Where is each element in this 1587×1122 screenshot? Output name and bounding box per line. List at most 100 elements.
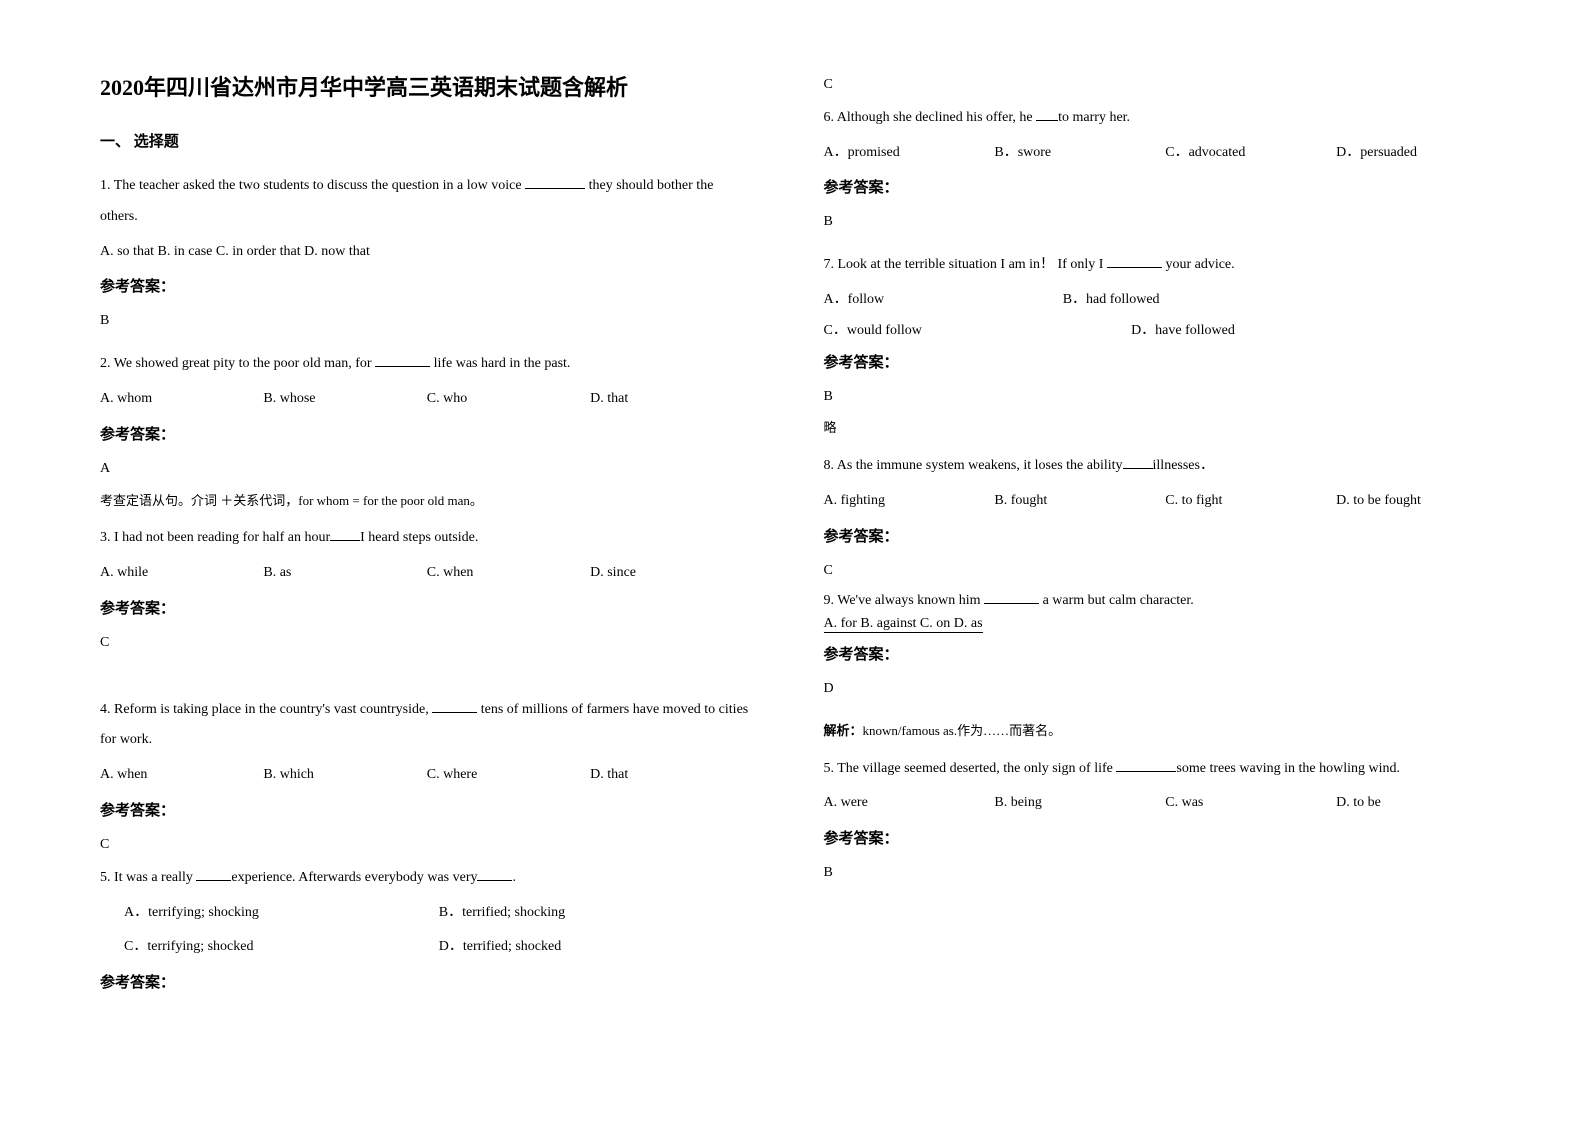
q3-blank <box>330 528 360 542</box>
q5-text-b: experience. Afterwards everybody was ver… <box>231 870 477 885</box>
q3-opt-a: A. while <box>100 558 263 589</box>
q10-opt-c: C. was <box>1165 788 1336 819</box>
q6-opt-a: A．promised <box>824 138 995 169</box>
q10-text-a: 5. The village seemed deserted, the only… <box>824 761 1117 776</box>
q4-answer: C <box>100 830 754 861</box>
q4-opt-c: C. where <box>427 760 590 791</box>
q5-text-c: . <box>512 870 516 885</box>
q8-opt-a: A. fighting <box>824 486 995 517</box>
q7-options-row1: A．follow B．had followed <box>824 285 1508 316</box>
q8-opt-b: B. fought <box>994 486 1165 517</box>
q4-answer-label: 参考答案： <box>100 795 754 828</box>
q9-note-label: 解析： <box>824 723 863 738</box>
q5-blank1 <box>196 867 231 881</box>
q7-blank <box>1107 255 1162 269</box>
q9-options: A. for B. against C. on D. as <box>824 616 983 633</box>
q8-blank <box>1123 455 1153 469</box>
q5-text: 5. It was a really experience. Afterward… <box>100 863 754 894</box>
q5-opt-c: C．terrifying; shocked <box>124 932 439 963</box>
q7-options-row2: C．would follow D．have followed <box>824 316 1508 347</box>
q10-answer: B <box>824 858 1508 889</box>
q8-text: 8. As the immune system weakens, it lose… <box>824 451 1508 482</box>
q2-answer: A <box>100 454 754 485</box>
q4-opt-a: A. when <box>100 760 263 791</box>
q6-opt-b: B．swore <box>994 138 1165 169</box>
q9-note: known/famous as.作为……而著名。 <box>863 723 1062 738</box>
q6-text: 6. Although she declined his offer, he t… <box>824 103 1508 134</box>
q1-blank <box>525 175 585 189</box>
q6-blank <box>1036 107 1058 121</box>
q2-answer-label: 参考答案： <box>100 419 754 452</box>
q7-text: 7. Look at the terrible situation I am i… <box>824 250 1508 281</box>
q4-opt-d: D. that <box>590 760 753 791</box>
q7-answer-label: 参考答案： <box>824 347 1508 380</box>
q5-answer-label: 参考答案： <box>100 967 754 1000</box>
section-heading: 一、 选择题 <box>100 130 754 151</box>
q6-options: A．promised B．swore C．advocated D．persuad… <box>824 138 1508 169</box>
q8-text-b: illnesses． <box>1153 458 1214 473</box>
q10-opt-d: D. to be <box>1336 788 1507 819</box>
q8-answer-label: 参考答案： <box>824 521 1508 554</box>
q2-options: A. whom B. whose C. who D. that <box>100 384 754 415</box>
q5-text-a: 5. It was a really <box>100 870 196 885</box>
q9-blank <box>984 591 1039 605</box>
q9-text: 9. We've always known him a warm but cal… <box>824 590 1508 635</box>
q3-text-a: 3. I had not been reading for half an ho… <box>100 530 330 545</box>
q2-note: 考查定语从句。介词 ＋关系代词，for whom = for the poor … <box>100 487 754 516</box>
q7-text-b: your advice. <box>1162 257 1235 272</box>
q5-opt-b: B．terrified; shocking <box>439 898 754 929</box>
q6-text-b: to marry her. <box>1058 110 1130 125</box>
q1-text: 1. The teacher asked the two students to… <box>100 171 754 233</box>
q4-text-a: 4. Reform is taking place in the country… <box>100 702 432 717</box>
q8-opt-c: C. to fight <box>1165 486 1336 517</box>
q8-text-a: 8. As the immune system weakens, it lose… <box>824 458 1123 473</box>
q6-opt-c: C．advocated <box>1165 138 1336 169</box>
q8-options: A. fighting B. fought C. to fight D. to … <box>824 486 1508 517</box>
q7-answer: B <box>824 382 1508 413</box>
q7-note: 略 <box>824 414 1508 443</box>
q3-opt-d: D. since <box>590 558 753 589</box>
q9-answer: D <box>824 674 1508 705</box>
q2-opt-c: C. who <box>427 384 590 415</box>
q2-opt-a: A. whom <box>100 384 263 415</box>
q10-text-b: some trees waving in the howling wind. <box>1176 761 1400 776</box>
q10-answer-label: 参考答案： <box>824 823 1508 856</box>
q7-opt-b: B．had followed <box>1063 285 1302 316</box>
q4-blank <box>432 699 477 713</box>
q8-answer: C <box>824 556 1508 587</box>
q4-text: 4. Reform is taking place in the country… <box>100 695 754 757</box>
q5-answer-top: C <box>824 70 1508 101</box>
q3-options: A. while B. as C. when D. since <box>100 558 754 589</box>
q7-text-a: 7. Look at the terrible situation I am i… <box>824 257 1107 272</box>
left-column: 2020年四川省达州市月华中学高三英语期末试题含解析 一、 选择题 1. The… <box>0 0 794 1122</box>
q9-text-b: a warm but calm character. <box>1039 593 1194 608</box>
q8-opt-d: D. to be fought <box>1336 486 1507 517</box>
q2-text-b: life was hard in the past. <box>430 356 570 371</box>
q3-answer: C <box>100 628 754 659</box>
q3-opt-b: B. as <box>263 558 426 589</box>
q9-note-line: 解析：known/famous as.作为……而著名。 <box>824 717 1508 746</box>
q10-opt-b: B. being <box>994 788 1165 819</box>
document-title: 2020年四川省达州市月华中学高三英语期末试题含解析 <box>100 70 754 102</box>
q2-text: 2. We showed great pity to the poor old … <box>100 349 754 380</box>
q1-answer-label: 参考答案： <box>100 271 754 304</box>
q2-blank <box>375 354 430 368</box>
q10-opt-a: A. were <box>824 788 995 819</box>
q5-opt-d: D．terrified; shocked <box>439 932 754 963</box>
q2-text-a: 2. We showed great pity to the poor old … <box>100 356 375 371</box>
q6-answer-label: 参考答案： <box>824 172 1508 205</box>
q6-answer: B <box>824 207 1508 238</box>
q5-blank2 <box>477 867 512 881</box>
q4-options: A. when B. which C. where D. that <box>100 760 754 791</box>
q1-options: A. so that B. in case C. in order that D… <box>100 237 754 268</box>
q9-answer-label: 参考答案： <box>824 639 1508 672</box>
q10-text: 5. The village seemed deserted, the only… <box>824 754 1508 785</box>
q6-text-a: 6. Although she declined his offer, he <box>824 110 1037 125</box>
q6-opt-d: D．persuaded <box>1336 138 1507 169</box>
q4-opt-b: B. which <box>263 760 426 791</box>
q2-opt-b: B. whose <box>263 384 426 415</box>
q10-options: A. were B. being C. was D. to be <box>824 788 1508 819</box>
q2-opt-d: D. that <box>590 384 753 415</box>
q7-opt-c: C．would follow <box>824 316 1132 347</box>
q5-options: A．terrifying; shocking B．terrified; shoc… <box>100 898 754 964</box>
